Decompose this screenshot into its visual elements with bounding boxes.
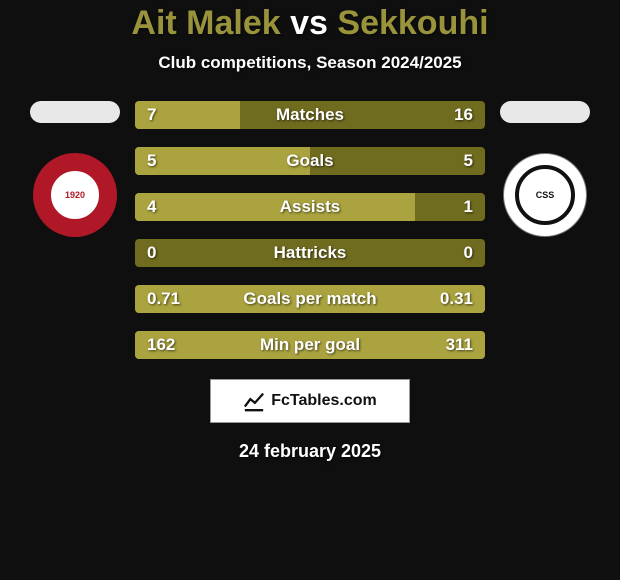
stat-value-right: 16	[454, 105, 473, 125]
date: 24 february 2025	[239, 441, 381, 462]
stat-label: Min per goal	[135, 335, 485, 355]
club-badge-left: 1920	[33, 153, 117, 237]
club-badge-right-text: CSS	[536, 190, 555, 200]
stat-row: 162Min per goal311	[135, 331, 485, 359]
club-badge-right-core: CSS	[515, 165, 575, 225]
chart-icon	[243, 390, 265, 412]
player-pill-left	[30, 101, 120, 123]
watermark: FcTables.com	[210, 379, 410, 423]
stat-row: 0.71Goals per match0.31	[135, 285, 485, 313]
stat-label: Assists	[135, 197, 485, 217]
club-badge-left-core: 1920	[45, 165, 105, 225]
watermark-text: FcTables.com	[271, 392, 377, 410]
left-column: 1920	[25, 101, 125, 237]
stat-label: Goals per match	[135, 289, 485, 309]
title-left: Ait Malek	[131, 4, 280, 42]
player-pill-right	[500, 101, 590, 123]
right-column: CSS	[495, 101, 595, 237]
stat-row: 7Matches16	[135, 101, 485, 129]
stat-bars: 7Matches16 5Goals5 4Assists1 0Hattricks0 0.7…	[135, 101, 485, 359]
stat-value-right: 0.31	[440, 289, 473, 309]
stat-value-right: 311	[446, 335, 473, 355]
club-badge-left-text: 1920	[65, 190, 85, 200]
stat-value-right: 1	[464, 197, 473, 217]
stat-label: Matches	[135, 105, 485, 125]
stat-value-right: 5	[464, 151, 473, 171]
title-vs: vs	[290, 4, 328, 42]
stat-label: Goals	[135, 151, 485, 171]
stat-label: Hattricks	[135, 243, 485, 263]
title-right: Sekkouhi	[337, 4, 488, 42]
stat-value-right: 0	[464, 243, 473, 263]
subtitle: Club competitions, Season 2024/2025	[158, 53, 461, 73]
stat-row: 4Assists1	[135, 193, 485, 221]
comparison-row: 1920 7Matches16 5Goals5 4Assists1 0Hattrick…	[0, 101, 620, 359]
club-badge-right: CSS	[503, 153, 587, 237]
stat-row: 5Goals5	[135, 147, 485, 175]
page-title: Ait Malek vs Sekkouhi	[131, 4, 488, 43]
stat-row: 0Hattricks0	[135, 239, 485, 267]
